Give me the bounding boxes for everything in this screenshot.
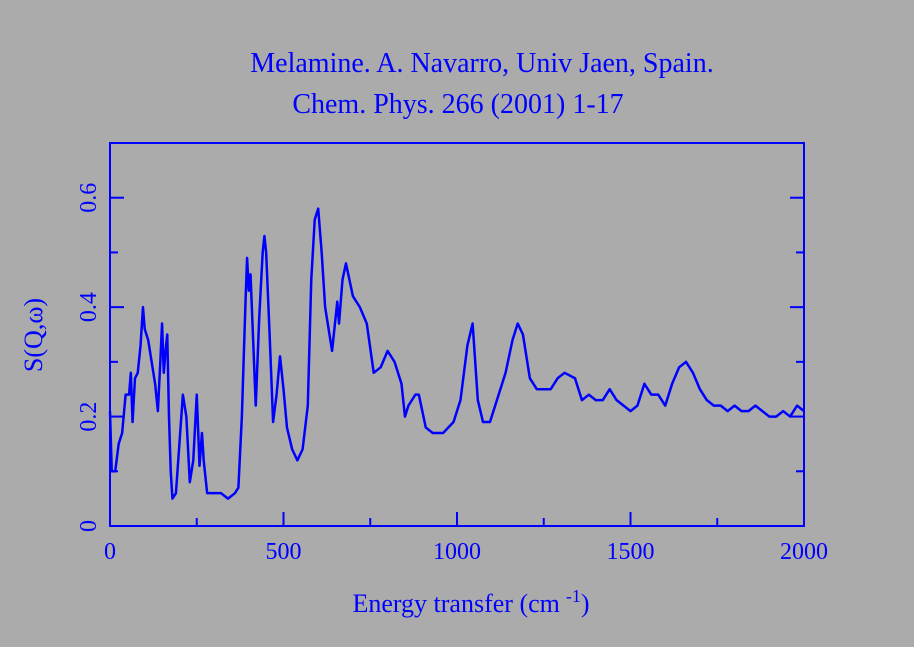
y-tick-label: 0	[76, 520, 102, 532]
x-tick-label: 2000	[780, 539, 828, 565]
y-tick-label: 0.6	[76, 183, 102, 213]
x-tick-label: 1000	[433, 539, 481, 565]
data-line	[108, 207, 805, 500]
y-tick-label: 0.2	[76, 402, 102, 432]
y-tick-label: 0.4	[76, 292, 102, 322]
x-tick-label: 1500	[607, 539, 655, 565]
x-axis-label-text: Energy transfer (cm	[352, 589, 559, 618]
x-axis-label: Energy transfer (cm -1)	[352, 586, 589, 618]
x-axis-label-tail: )	[581, 589, 590, 618]
x-tick-label: 500	[266, 539, 302, 565]
y-axis-label: S(Q,ω)	[19, 298, 48, 372]
x-tick-label: 0	[104, 539, 116, 565]
x-axis-label-superscript: -1	[566, 586, 581, 606]
chart-title: Melamine. A. Navarro, Univ Jaen, Spain.	[250, 48, 713, 79]
chart-subtitle: Chem. Phys. 266 (2001) 1-17	[292, 89, 623, 120]
